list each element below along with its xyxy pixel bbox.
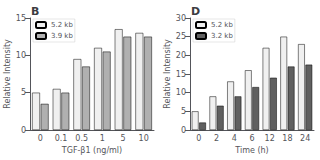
svg-text:0: 0 (181, 126, 186, 135)
svg-text:4: 4 (232, 134, 237, 143)
svg-text:0: 0 (196, 134, 201, 143)
svg-text:3.2 kb: 3.2 kb (211, 32, 233, 40)
svg-text:20: 20 (176, 51, 186, 60)
svg-text:5: 5 (21, 88, 26, 97)
svg-text:1: 1 (100, 134, 105, 143)
svg-text:Relative Intensity: Relative Intensity (163, 39, 172, 109)
svg-text:0: 0 (21, 126, 26, 135)
svg-text:25: 25 (176, 32, 186, 41)
svg-text:10: 10 (139, 134, 149, 143)
svg-text:5: 5 (181, 107, 186, 116)
svg-text:3.9 kb: 3.9 kb (51, 32, 73, 40)
svg-text:B: B (31, 5, 39, 18)
svg-text:24: 24 (300, 134, 310, 143)
svg-text:5: 5 (120, 134, 125, 143)
svg-text:15: 15 (176, 70, 186, 79)
svg-text:15: 15 (16, 14, 26, 23)
svg-text:Relative Intensity: Relative Intensity (3, 39, 12, 109)
svg-text:18: 18 (282, 134, 292, 143)
svg-text:Time (h): Time (h) (234, 146, 268, 155)
svg-text:5.2 kb: 5.2 kb (211, 21, 233, 29)
svg-text:0.5: 0.5 (75, 134, 88, 143)
svg-text:30: 30 (176, 14, 186, 23)
svg-text:2: 2 (214, 134, 219, 143)
svg-text:10: 10 (176, 88, 186, 97)
svg-text:6: 6 (249, 134, 254, 143)
svg-text:10: 10 (16, 51, 26, 60)
svg-text:0: 0 (38, 134, 43, 143)
svg-text:TGF-β1 (ng/ml): TGF-β1 (ng/ml) (61, 146, 122, 155)
svg-text:0.1: 0.1 (55, 134, 68, 143)
svg-text:5.2 kb: 5.2 kb (51, 21, 73, 29)
svg-text:12: 12 (265, 134, 275, 143)
svg-text:D: D (191, 5, 200, 18)
